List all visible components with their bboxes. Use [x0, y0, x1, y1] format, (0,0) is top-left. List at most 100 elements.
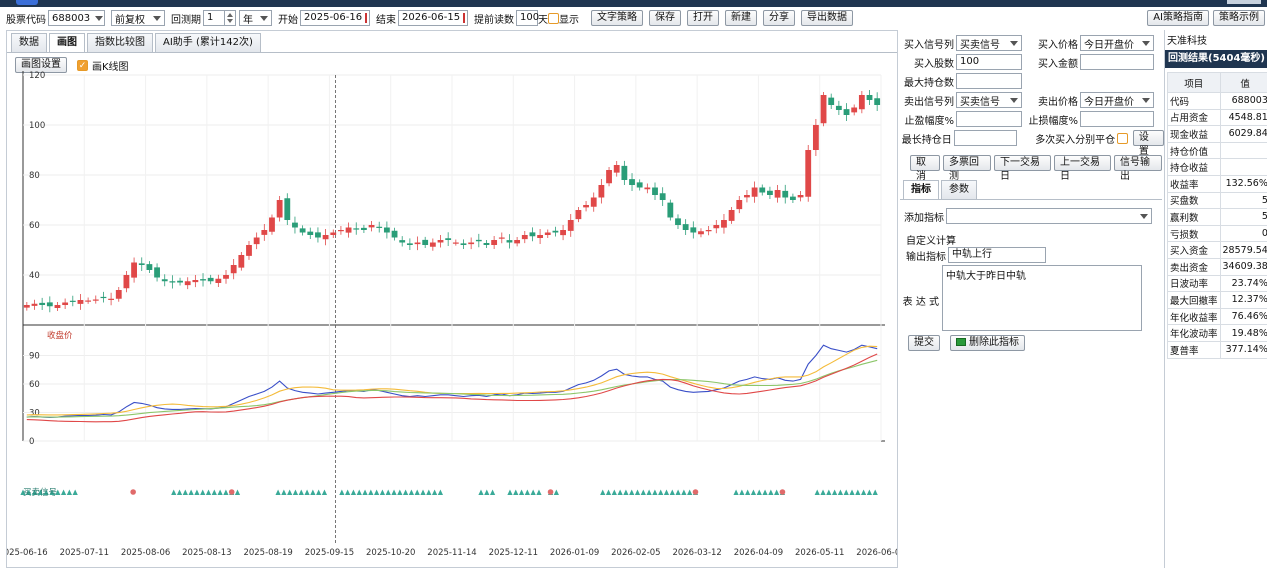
next-trading-day-button[interactable]: 下一交易日: [994, 155, 1051, 182]
take-profit-label: 止盈幅度%: [904, 115, 954, 127]
new-button[interactable]: 新建: [725, 10, 757, 26]
adjust-select[interactable]: 前复权: [111, 10, 165, 26]
result-key: 持仓价值: [1167, 141, 1221, 160]
buy-signal-marker: [605, 489, 612, 495]
preread-input[interactable]: 100: [516, 10, 539, 26]
candle-body: [835, 105, 842, 110]
x-tick-label: 2025-08-19: [243, 548, 292, 558]
result-key: 收益率: [1167, 174, 1221, 193]
multi-stock-backtest-button[interactable]: 多票回测: [943, 155, 991, 182]
max-hold-days-input[interactable]: [953, 130, 1018, 146]
backtest-period-input[interactable]: 1: [203, 10, 225, 26]
candle-body: [299, 228, 306, 233]
buy-signal-marker: [484, 489, 490, 495]
output-indicator-input[interactable]: 中轨上行: [948, 247, 1046, 263]
stop-loss-input[interactable]: [1080, 111, 1154, 127]
save-button[interactable]: 保存: [649, 10, 681, 26]
candle-body: [682, 224, 689, 230]
open-button[interactable]: 打开: [687, 10, 719, 26]
max-hold-days-label: 最长持仓日: [901, 134, 952, 146]
left-tabs: 数据 画图 指数比较图 AI助手 (累计142次): [11, 33, 263, 52]
table-row: 持仓收益: [1167, 158, 1267, 176]
start-date-input[interactable]: 2025-06-16: [300, 10, 370, 26]
stock-code-select[interactable]: 688003: [48, 10, 105, 26]
tab-params[interactable]: 参数: [941, 180, 977, 199]
chart-settings-button[interactable]: 画图设置: [15, 57, 67, 73]
settings-button[interactable]: 设置: [1132, 130, 1164, 157]
add-indicator-label: 添加指标: [904, 212, 944, 224]
buy-signal-marker: [768, 489, 774, 495]
buy-price-select[interactable]: 今日开盘价: [1080, 35, 1154, 51]
strategy-example-button[interactable]: 策略示例: [1213, 10, 1265, 26]
candle-body: [874, 98, 881, 105]
table-row: 买盘数 5: [1167, 191, 1267, 210]
candle-body: [583, 205, 589, 208]
text-strategy-button[interactable]: 文字策略: [591, 10, 643, 26]
end-date-input[interactable]: 2026-06-15: [398, 10, 468, 26]
chevron-down-icon: [1010, 40, 1018, 46]
sell-signal-select[interactable]: 买卖信号: [956, 92, 1022, 108]
buy-signal-marker: [408, 489, 415, 495]
cancel-button[interactable]: 取消: [910, 155, 940, 182]
buy-signal-marker: [316, 489, 322, 495]
buy-signal-select[interactable]: 买卖信号: [956, 35, 1022, 51]
preread-unit: 天: [538, 14, 548, 26]
buy-signal-marker: [171, 489, 177, 495]
buy-signal-marker: [866, 489, 873, 495]
period-stepper[interactable]: [224, 10, 236, 26]
y-tick-label: 80: [29, 171, 40, 181]
stock-chart[interactable]: 40 60 80 100 120 0 30 60 90 2025-06-16 2025-07-11 2…: [7, 31, 897, 567]
result-key: 现金收益: [1167, 125, 1221, 143]
max-hold-input[interactable]: [956, 73, 1022, 89]
take-profit-input[interactable]: [956, 111, 1022, 127]
buy-shares-input[interactable]: 100: [956, 54, 1022, 70]
candle-body: [590, 197, 597, 207]
tab-indicator[interactable]: 指标: [903, 180, 939, 199]
expression-textarea[interactable]: 中轨大于昨日中轨: [942, 265, 1142, 331]
result-value: 19.48%: [1219, 324, 1267, 342]
submit-button[interactable]: 提交: [908, 335, 940, 351]
buy-signal-marker: [420, 489, 426, 495]
window-control[interactable]: [1227, 0, 1261, 4]
delete-indicator-button[interactable]: 删除此指标: [950, 335, 1025, 351]
backtest-unit-select[interactable]: 年: [239, 10, 272, 26]
calendar-icon[interactable]: [463, 13, 466, 23]
export-data-button[interactable]: 导出数据: [801, 10, 853, 26]
stepper-down-icon[interactable]: [226, 19, 233, 23]
kline-checkbox[interactable]: [77, 59, 88, 71]
table-row: 日波动率 23.74%: [1167, 274, 1267, 293]
share-button[interactable]: 分享: [763, 10, 795, 26]
result-value: 12.37%: [1219, 291, 1267, 309]
buy-signal-marker: [600, 489, 606, 495]
calendar-icon[interactable]: [365, 13, 368, 23]
buy-signal-marker: [652, 489, 658, 495]
signal-output-button[interactable]: 信号输出: [1114, 155, 1162, 182]
buy-signal-marker: [49, 489, 55, 495]
candle-body: [360, 227, 367, 230]
result-key: 年化收益率: [1167, 307, 1221, 326]
tab-index-compare[interactable]: 指数比较图: [87, 33, 153, 52]
candle-body: [728, 210, 735, 221]
candle-body: [468, 242, 475, 245]
multi-buy-checkbox[interactable]: [1117, 132, 1128, 144]
buy-signal-marker: [31, 489, 38, 495]
tab-ai-assistant[interactable]: AI助手 (累计142次): [155, 33, 261, 52]
candle-body: [636, 182, 643, 188]
add-indicator-select[interactable]: [946, 208, 1152, 224]
show-checkbox[interactable]: [548, 12, 559, 24]
buy-signal-marker: [211, 489, 217, 495]
prev-trading-day-button[interactable]: 上一交易日: [1054, 155, 1111, 182]
buy-signal-marker: [385, 489, 391, 495]
stepper-up-icon[interactable]: [226, 13, 233, 17]
candle-body: [598, 185, 605, 198]
tab-data[interactable]: 数据: [11, 33, 47, 52]
tab-chart[interactable]: 画图: [49, 33, 85, 52]
sell-price-select[interactable]: 今日开盘价: [1080, 92, 1154, 108]
candle-body: [805, 150, 812, 197]
table-row: 赢利数 5: [1167, 208, 1267, 226]
candle-body: [675, 218, 681, 225]
ai-strategy-guide-button[interactable]: AI策略指南: [1147, 10, 1209, 26]
candle-body: [659, 193, 666, 200]
buy-amount-input[interactable]: [1080, 54, 1154, 70]
candle-body: [537, 235, 544, 238]
